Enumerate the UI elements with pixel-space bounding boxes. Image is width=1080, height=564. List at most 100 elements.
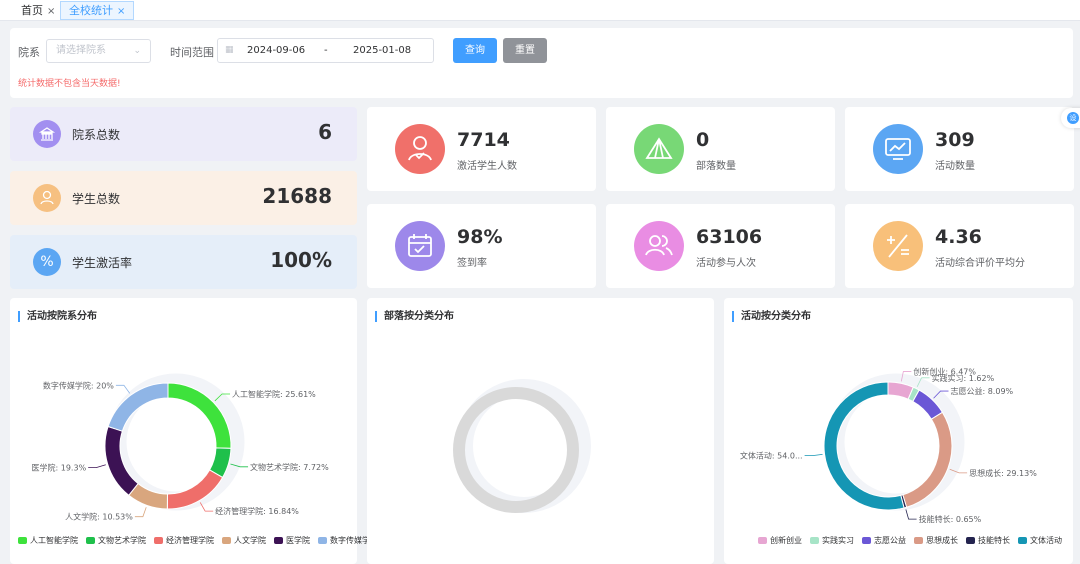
chart-legend: 人工智能学院 文物艺术学院 经济管理学院 人文学院 医学院 数字传媒学院 [18,535,386,546]
chart-card-tribe: 部落按分类分布 [367,298,714,564]
query-button[interactable]: 查询 [453,38,497,63]
legend-item[interactable]: 文体活动 [1018,535,1062,546]
chart-title: 活动按分类分布 [732,311,811,322]
stat-card-dept-total: 院系总数 6 [10,107,357,161]
monitor-chart-icon [873,124,923,174]
dept-select-placeholder: 请选择院系 [56,45,106,56]
label-leader-line [199,502,214,512]
legend-item[interactable]: 技能特长 [966,535,1010,546]
slice-label: 思想成长: 29.13% [969,468,1037,478]
start-date[interactable]: 2024-09-06 [247,45,306,56]
label-leader-line [900,371,912,382]
legend-label: 技能特长 [978,536,1010,545]
label-leader-line [949,468,968,474]
time-range-label: 时间范围 [170,46,214,59]
slice-label: 技能特长: 0.65% [919,514,982,524]
chevron-down-icon: ⌄ [133,46,141,56]
user-icon [33,184,61,212]
label-leader-line [115,384,131,394]
tab-home[interactable]: 首页 × [12,1,64,20]
donut-empty-ring [453,387,579,513]
stat-card-activation-rate: % 学生激活率 100% [10,235,357,289]
legend-swatch [810,537,819,544]
donut-slice [823,381,905,511]
legend-item[interactable]: 人工智能学院 [18,535,78,546]
stat-value: 7714 [457,129,510,151]
filter-panel: 院系 请选择院系 ⌄ 时间范围 ▦ 2024-09-06 - 2025-01-0… [10,28,1073,98]
legend-label: 文体活动 [1030,536,1062,545]
chart-title: 部落按分类分布 [375,311,454,322]
legend-item[interactable]: 志愿公益 [862,535,906,546]
donut-slice [902,411,953,508]
tab-bar: 首页 × 全校统计 × [0,0,1080,21]
chart-card-category: 活动按分类分布 创新创业: 6.47% 实践实习: 1.62% 志愿公益: 8.09… [724,298,1073,564]
legend-label: 文物艺术学院 [98,536,146,545]
legend-item[interactable]: 文物艺术学院 [86,535,146,546]
stat-value: 309 [935,129,975,151]
legend-swatch [914,537,923,544]
chart-title: 活动按院系分布 [18,311,97,322]
stat-label: 学生激活率 [72,256,133,270]
label-leader-line [905,509,917,520]
legend-item[interactable]: 医学院 [274,535,310,546]
legend-label: 人文学院 [234,536,266,545]
legend-swatch [274,537,283,544]
close-icon[interactable]: × [117,6,126,17]
slice-label: 人工智能学院: 25.61% [232,389,316,399]
legend-item[interactable]: 人文学院 [222,535,266,546]
slice-label: 经济管理学院: 16.84% [215,506,299,516]
label-leader-line [916,377,930,387]
legend-label: 人工智能学院 [30,536,78,545]
slice-label: 实践实习: 1.62% [932,373,995,383]
slice-label: 人文学院: 10.53% [65,512,133,522]
close-icon[interactable]: × [47,6,56,17]
legend-swatch [758,537,767,544]
tab-school-stats[interactable]: 全校统计 × [60,1,135,20]
slice-label: 志愿公益: 8.09% [950,386,1013,396]
stat-value: 4.36 [935,226,982,248]
side-float-button[interactable]: 设 [1061,108,1080,128]
label-leader-line [134,507,147,518]
legend-label: 经济管理学院 [166,536,214,545]
stat-label: 活动参与人次 [696,258,756,269]
percent-icon: % [33,248,61,276]
legend-swatch [18,537,27,544]
legend-label: 志愿公益 [874,536,906,545]
stat-label: 部落数量 [696,161,736,172]
reset-button[interactable]: 重置 [503,38,547,63]
stat-label: 激活学生人数 [457,161,517,172]
legend-item[interactable]: 实践实习 [810,535,854,546]
stat-label: 活动综合评价平均分 [935,258,1025,269]
stat-value: 98% [457,226,503,248]
end-date[interactable]: 2025-01-08 [353,45,412,56]
stat-value: 100% [270,248,332,272]
stat-value: 0 [696,129,710,151]
chart-legend: 创新创业 实践实习 志愿公益 思想成长 技能特长 文体活动 [758,535,1070,546]
stat-card-checkin-rate: 98% 签到率 [367,204,596,288]
stat-card-tribe-count: 0 部落数量 [606,107,835,191]
chart-card-dept: 活动按院系分布 人工智能学院: 25.61% 文物艺术学院: 7.72% 经济管理学… [10,298,378,564]
legend-item[interactable]: 思想成长 [914,535,958,546]
legend-item[interactable]: 数字传媒学院 [318,535,378,546]
tent-icon [634,124,684,174]
settings-icon: 设 [1067,112,1079,124]
legend-item[interactable]: 经济管理学院 [154,535,214,546]
legend-swatch [86,537,95,544]
stat-card-activity-count: 309 活动数量 [845,107,1074,191]
calculator-icon [873,221,923,271]
label-leader-line [804,453,823,457]
bank-icon [33,120,61,148]
label-leader-line [214,393,231,402]
label-leader-line [230,463,249,468]
tab-school-stats-label: 全校统计 [69,4,113,17]
legend-swatch [1018,537,1027,544]
dept-select[interactable]: 请选择院系 ⌄ [46,39,151,63]
date-range-picker[interactable]: ▦ 2024-09-06 - 2025-01-08 [217,38,434,63]
stat-card-active-students: 7714 激活学生人数 [367,107,596,191]
users-icon [634,221,684,271]
legend-item[interactable]: 创新创业 [758,535,802,546]
tab-home-label: 首页 [21,4,43,17]
donut-slice [166,469,224,510]
stat-card-avg-score: 4.36 活动综合评价平均分 [845,204,1074,288]
stat-value: 63106 [696,226,763,248]
